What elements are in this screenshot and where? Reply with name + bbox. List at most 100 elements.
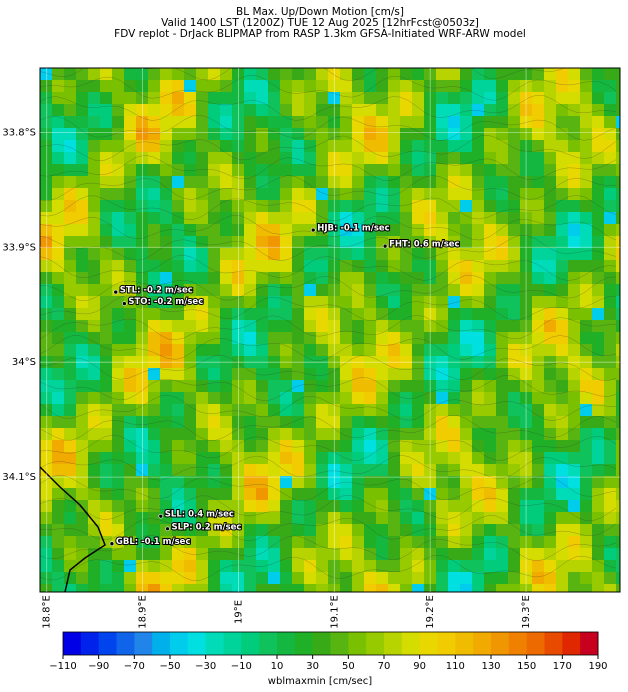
map-cell [484, 200, 496, 212]
map-cell [580, 416, 592, 428]
map-cell [544, 368, 556, 380]
map-cell [460, 476, 472, 488]
map-cell [412, 68, 424, 80]
map-cell [52, 464, 64, 476]
map-cell [268, 176, 280, 188]
map-cell [580, 368, 592, 380]
map-cell [532, 104, 544, 116]
map-cell [580, 584, 592, 592]
map-cell [208, 80, 220, 92]
map-cell [616, 260, 620, 272]
map-cell [160, 152, 172, 164]
map-cell [244, 224, 256, 236]
map-cell [112, 248, 124, 260]
map-cell [448, 572, 460, 584]
map-cell [40, 188, 52, 200]
map-cell [544, 344, 556, 356]
map-cell [76, 140, 88, 152]
map-cell [292, 284, 304, 296]
map-cell [436, 188, 448, 200]
map-cell [388, 140, 400, 152]
map-cell [544, 260, 556, 272]
map-cell [292, 416, 304, 428]
map-cell [568, 572, 580, 584]
map-cell [460, 392, 472, 404]
map-cell [184, 176, 196, 188]
map-cell [496, 344, 508, 356]
map-cell [160, 284, 172, 296]
map-cell [496, 428, 508, 440]
map-cell [340, 500, 352, 512]
map-cell [496, 164, 508, 176]
map-cell [148, 380, 160, 392]
map-cell [160, 488, 172, 500]
map-cell [184, 464, 196, 476]
map-cell [148, 152, 160, 164]
map-cell [568, 224, 580, 236]
map-cell [88, 428, 100, 440]
map-cell [52, 452, 64, 464]
map-cell [184, 200, 196, 212]
map-cell [136, 524, 148, 536]
map-cell [172, 176, 184, 188]
map-cell [268, 536, 280, 548]
map-cell [268, 260, 280, 272]
map-cell [256, 140, 268, 152]
map-cell [364, 560, 376, 572]
map-cell [604, 476, 616, 488]
map-cell [400, 212, 412, 224]
map-cell [232, 176, 244, 188]
map-cell [436, 92, 448, 104]
map-cell [112, 104, 124, 116]
map-cell [52, 512, 64, 524]
map-cell [376, 392, 388, 404]
map-cell [412, 320, 424, 332]
map-cell [232, 92, 244, 104]
map-cell [532, 344, 544, 356]
map-cell [592, 140, 604, 152]
map-cell [172, 152, 184, 164]
map-cell [100, 248, 112, 260]
map-cell [112, 116, 124, 128]
map-cell [184, 80, 196, 92]
map-cell [64, 128, 76, 140]
map-cell [292, 236, 304, 248]
map-cell [472, 152, 484, 164]
map-cell [40, 128, 52, 140]
map-cell [472, 68, 484, 80]
map-cell [604, 176, 616, 188]
map-cell [208, 524, 220, 536]
map-cell [508, 320, 520, 332]
map-cell [472, 380, 484, 392]
map-cell [460, 212, 472, 224]
map-cell [172, 476, 184, 488]
map-cell [604, 272, 616, 284]
map-cell [304, 452, 316, 464]
map-cell [184, 116, 196, 128]
contour-line [40, 175, 617, 202]
map-cell [508, 248, 520, 260]
map-cell [544, 464, 556, 476]
map-cell [304, 68, 316, 80]
map-cell [268, 332, 280, 344]
map-cell [64, 368, 76, 380]
map-cell [532, 152, 544, 164]
map-cell [412, 164, 424, 176]
map-cell [304, 488, 316, 500]
map-cell [304, 260, 316, 272]
colorbar-tick-label: −110 [49, 661, 76, 672]
map-cell [472, 428, 484, 440]
map-cell [244, 188, 256, 200]
map-cell [376, 584, 388, 592]
map-cell [112, 452, 124, 464]
map-cell [472, 236, 484, 248]
map-cell [340, 416, 352, 428]
map-cell [244, 368, 256, 380]
map-cell [52, 176, 64, 188]
map-cell [184, 584, 196, 592]
map-cell [568, 200, 580, 212]
map-cell [484, 572, 496, 584]
map-cell [484, 440, 496, 452]
map-cell [112, 476, 124, 488]
map-cell [232, 236, 244, 248]
